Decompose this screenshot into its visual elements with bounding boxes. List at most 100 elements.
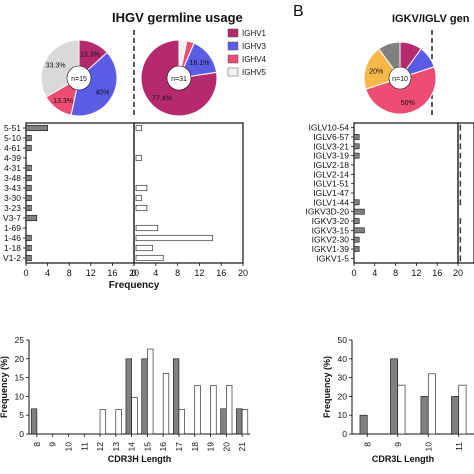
x-tick-label: 20 bbox=[221, 442, 231, 452]
left-bar bbox=[25, 194, 32, 202]
tick-label: 12 bbox=[86, 268, 96, 278]
tick-label: 4 bbox=[153, 268, 158, 278]
category-label: IGKV1-39 bbox=[312, 244, 350, 254]
bar-plot-frame bbox=[25, 122, 135, 264]
tick-label: 4 bbox=[372, 268, 377, 278]
pie-slice-label: 33.3% bbox=[46, 63, 66, 70]
pie-slice-label: 13.3% bbox=[80, 51, 100, 58]
tick-label: 20 bbox=[129, 268, 139, 278]
x-tick-label: 11 bbox=[454, 442, 464, 451]
bar-series-1 bbox=[359, 414, 368, 435]
bar-series-2 bbox=[210, 385, 217, 435]
right-bar bbox=[459, 162, 462, 168]
bar-series-1 bbox=[451, 396, 460, 435]
category-label: V1-2 bbox=[3, 253, 21, 263]
right-bar bbox=[459, 236, 462, 243]
category-label: 3-48 bbox=[4, 173, 21, 183]
right-bar bbox=[459, 190, 462, 196]
tick-label: 16 bbox=[107, 268, 117, 278]
legend-label: IGHV3 bbox=[242, 42, 267, 51]
category-label: 3-23 bbox=[4, 203, 21, 213]
legend-swatch bbox=[227, 41, 239, 51]
right-bar bbox=[135, 124, 142, 132]
left-bar bbox=[353, 143, 360, 150]
pie-slice-label: 40% bbox=[95, 90, 109, 97]
category-label: IGLV6-57 bbox=[313, 132, 349, 142]
pie-slice-label: 77.4% bbox=[152, 96, 172, 103]
bar-series-2 bbox=[115, 409, 122, 435]
bar-plot-frame bbox=[353, 122, 459, 264]
x-tick-label: 11 bbox=[79, 442, 89, 451]
right-bar bbox=[459, 152, 462, 159]
x-tick-label: 19 bbox=[206, 442, 216, 452]
right-bar bbox=[459, 227, 462, 234]
x-tick-label: 14 bbox=[127, 442, 137, 452]
x-tick-label: 10 bbox=[423, 442, 433, 452]
panel-b-title: IGKV/IGLV gen bbox=[392, 13, 470, 25]
right-bar bbox=[135, 154, 142, 162]
legend-label: IGHV4 bbox=[242, 55, 267, 64]
bar-series-2 bbox=[99, 409, 107, 435]
legend-label: IGHV1 bbox=[242, 29, 267, 38]
category-label: IGLV1-44 bbox=[313, 197, 349, 207]
germline-bar-chart-a: 5-515-104-614-394-313-483-433-303-23V3-7… bbox=[3, 122, 248, 291]
tick-label: 20 bbox=[453, 268, 463, 278]
bar-series-1 bbox=[172, 358, 180, 435]
pie-slice bbox=[140, 39, 218, 117]
category-label: 1-46 bbox=[4, 233, 21, 243]
y-tick-label: 0 bbox=[19, 429, 24, 439]
bar-series-2 bbox=[131, 397, 138, 435]
left-bar bbox=[25, 144, 32, 152]
left-bar bbox=[25, 234, 32, 242]
pie-chart-a2: 77.4% 16.1% n=31 bbox=[140, 39, 218, 117]
category-label: 3-30 bbox=[4, 193, 21, 203]
category-label: IGKV3-20 bbox=[312, 216, 350, 226]
y-axis-title: Frequency (%) bbox=[0, 356, 9, 418]
bar-series-2 bbox=[147, 348, 154, 435]
right-bar bbox=[135, 204, 148, 212]
right-bar bbox=[459, 143, 462, 150]
category-label: IGLV1-47 bbox=[313, 188, 349, 198]
tick-label: 8 bbox=[175, 268, 180, 278]
tick-label: 12 bbox=[411, 268, 421, 278]
y-tick-label: 10 bbox=[338, 410, 348, 420]
pie-slice bbox=[70, 51, 118, 117]
x-tick-label: 8 bbox=[32, 442, 42, 447]
right-bar bbox=[135, 254, 164, 262]
bar-series-1 bbox=[30, 408, 38, 435]
left-bar bbox=[353, 152, 360, 159]
right-bar bbox=[135, 224, 159, 232]
category-label: IGKV3D-20 bbox=[306, 207, 350, 217]
left-bar bbox=[25, 254, 32, 262]
right-bar bbox=[459, 199, 462, 206]
y-tick-label: 20 bbox=[15, 354, 25, 364]
left-bar bbox=[25, 184, 32, 192]
x-tick-label: 21 bbox=[237, 442, 247, 452]
bar-series-2 bbox=[241, 409, 249, 435]
y-tick-label: 0 bbox=[342, 429, 347, 439]
x-tick-label: 9 bbox=[48, 442, 58, 447]
bar-plot-frame bbox=[133, 122, 244, 264]
x-axis-title: CDR3H Length bbox=[108, 454, 172, 464]
category-label: 5-10 bbox=[4, 133, 21, 143]
category-label: 3-43 bbox=[4, 183, 21, 193]
bar-series-2 bbox=[226, 385, 233, 435]
category-label: IGLV10-54 bbox=[309, 123, 350, 133]
category-label: 5-51 bbox=[4, 123, 21, 133]
legend-swatch bbox=[227, 67, 239, 77]
pie-center-label: n=31 bbox=[171, 76, 187, 83]
x-tick-label: 15 bbox=[142, 442, 152, 452]
right-bar bbox=[459, 255, 462, 262]
right-bar bbox=[459, 171, 462, 178]
x-tick-label: 17 bbox=[174, 442, 184, 452]
y-axis-title: Frequency (%) bbox=[322, 356, 332, 418]
bar-series-2 bbox=[458, 384, 467, 435]
x-tick-label: 12 bbox=[95, 442, 105, 452]
right-bar bbox=[459, 218, 462, 224]
right-bar bbox=[459, 180, 462, 187]
axis-title: Frequency bbox=[109, 280, 160, 291]
tick-label: 0 bbox=[131, 268, 136, 278]
left-bar bbox=[25, 204, 32, 212]
left-bar bbox=[353, 199, 360, 206]
